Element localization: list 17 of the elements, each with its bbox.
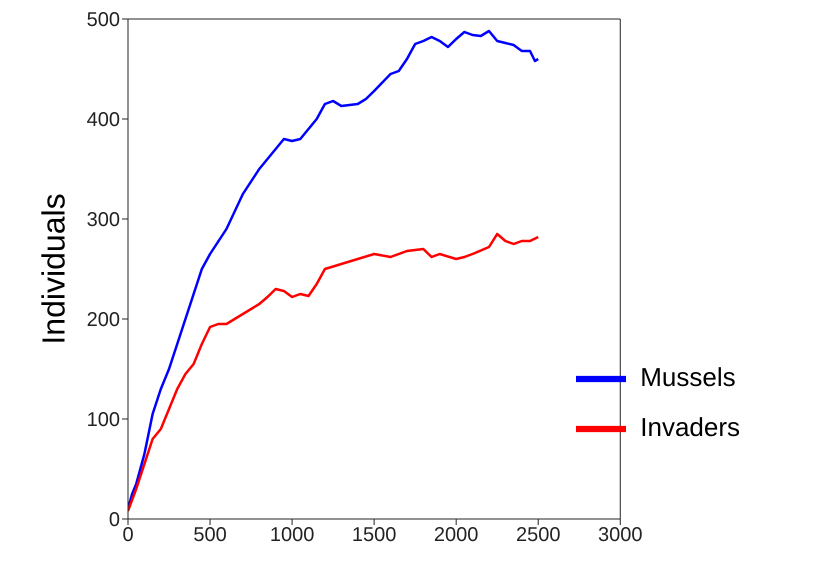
legend-label: Invaders bbox=[640, 412, 740, 442]
x-tick-label: 500 bbox=[193, 524, 227, 546]
x-tick-label: 2500 bbox=[516, 524, 560, 546]
x-tick-label: 3000 bbox=[598, 524, 643, 546]
x-tick-label: 1000 bbox=[270, 524, 314, 546]
y-axis-title: Individuals bbox=[35, 193, 72, 345]
y-tick-label: 500 bbox=[86, 9, 120, 32]
x-tick-label: 1500 bbox=[352, 524, 396, 546]
y-tick-label: 0 bbox=[108, 509, 120, 532]
y-tick-label: 300 bbox=[86, 209, 120, 232]
y-tick-label: 100 bbox=[86, 409, 120, 432]
y-tick-label: 400 bbox=[86, 109, 120, 132]
x-tick-label: 2000 bbox=[434, 524, 478, 546]
y-tick-label: 200 bbox=[86, 309, 120, 332]
legend-label: Mussels bbox=[640, 362, 736, 392]
x-tick-label: 0 bbox=[122, 524, 134, 546]
line-series bbox=[128, 232, 540, 512]
